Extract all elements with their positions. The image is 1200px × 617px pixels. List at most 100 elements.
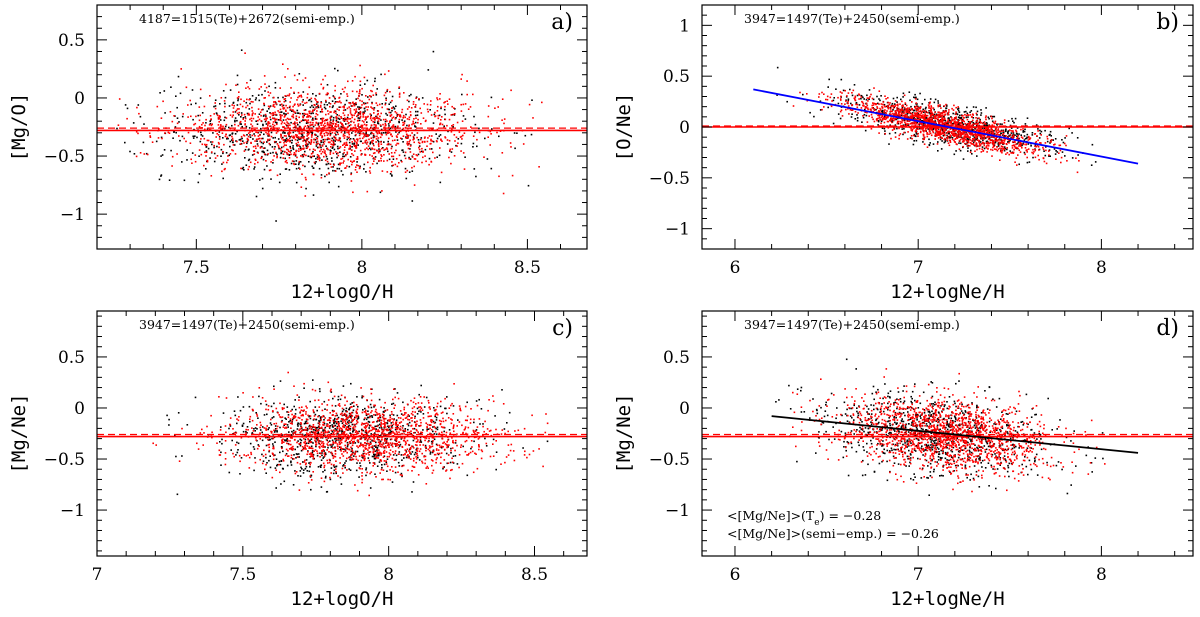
data-point bbox=[300, 120, 303, 122]
data-point bbox=[364, 119, 366, 121]
data-point bbox=[865, 102, 868, 105]
data-point bbox=[372, 152, 375, 155]
data-point bbox=[967, 120, 970, 123]
data-point bbox=[392, 124, 395, 126]
data-point bbox=[171, 165, 173, 167]
data-point bbox=[983, 137, 986, 139]
data-point bbox=[362, 102, 365, 104]
data-point bbox=[883, 127, 886, 130]
data-point bbox=[284, 161, 287, 163]
data-point bbox=[840, 78, 843, 81]
data-point bbox=[272, 121, 275, 123]
data-point bbox=[343, 143, 345, 145]
data-point bbox=[298, 131, 301, 133]
data-point bbox=[1053, 144, 1055, 146]
data-point bbox=[996, 124, 998, 126]
data-point bbox=[904, 102, 907, 104]
data-point bbox=[972, 135, 974, 137]
data-point bbox=[994, 148, 996, 150]
data-point bbox=[1028, 138, 1031, 141]
data-point bbox=[373, 128, 375, 131]
data-point bbox=[939, 133, 942, 136]
data-point bbox=[837, 102, 840, 105]
data-point bbox=[334, 140, 336, 142]
data-point bbox=[280, 133, 282, 136]
data-point bbox=[275, 132, 278, 134]
data-point bbox=[319, 134, 322, 136]
data-point bbox=[277, 138, 280, 140]
data-point bbox=[213, 113, 215, 115]
data-point bbox=[334, 128, 336, 131]
data-point bbox=[363, 163, 366, 166]
data-point bbox=[331, 100, 334, 102]
data-point bbox=[346, 93, 348, 95]
data-point bbox=[888, 132, 891, 135]
data-point bbox=[232, 139, 234, 142]
data-point bbox=[146, 153, 149, 156]
data-point bbox=[379, 191, 382, 194]
data-point bbox=[302, 164, 304, 167]
data-point bbox=[351, 90, 354, 93]
data-point bbox=[916, 109, 918, 111]
data-point bbox=[364, 140, 367, 142]
data-point bbox=[915, 105, 918, 107]
data-point bbox=[1000, 150, 1003, 152]
data-point bbox=[944, 134, 946, 137]
data-point bbox=[416, 132, 419, 134]
data-point bbox=[252, 101, 254, 103]
data-point bbox=[287, 118, 290, 121]
data-point bbox=[213, 160, 216, 163]
data-point bbox=[310, 112, 312, 115]
data-point bbox=[902, 133, 904, 136]
data-point bbox=[944, 119, 947, 122]
data-point bbox=[325, 119, 327, 121]
data-point bbox=[832, 99, 835, 102]
data-point bbox=[1008, 135, 1010, 137]
data-point bbox=[233, 104, 235, 107]
data-point bbox=[305, 154, 307, 157]
data-point bbox=[267, 121, 269, 123]
data-point bbox=[472, 146, 474, 148]
data-point bbox=[321, 145, 324, 147]
data-point bbox=[223, 111, 226, 113]
data-point bbox=[283, 98, 286, 100]
data-point bbox=[955, 118, 958, 120]
data-point bbox=[926, 119, 929, 122]
data-point bbox=[898, 120, 900, 123]
data-point bbox=[265, 160, 267, 162]
data-point bbox=[887, 120, 889, 123]
data-point bbox=[332, 116, 335, 119]
data-point bbox=[344, 144, 347, 146]
data-point bbox=[411, 170, 414, 172]
data-point bbox=[345, 128, 348, 130]
data-point bbox=[985, 132, 987, 135]
data-point bbox=[286, 148, 288, 151]
data-point bbox=[979, 120, 981, 122]
data-point bbox=[145, 152, 148, 155]
data-point bbox=[937, 116, 939, 119]
data-point bbox=[236, 140, 238, 143]
data-point bbox=[314, 162, 316, 165]
data-point bbox=[890, 113, 892, 116]
data-point bbox=[503, 122, 505, 125]
data-point bbox=[223, 119, 226, 122]
data-point bbox=[367, 145, 370, 147]
data-point bbox=[969, 136, 971, 138]
data-point bbox=[940, 133, 943, 135]
data-point bbox=[947, 122, 949, 125]
data-point bbox=[420, 137, 423, 139]
data-point bbox=[987, 130, 989, 132]
data-point bbox=[251, 113, 254, 115]
data-point bbox=[241, 167, 244, 170]
data-point bbox=[337, 139, 339, 142]
data-point bbox=[1017, 141, 1019, 144]
data-point bbox=[368, 170, 371, 172]
data-point bbox=[315, 157, 317, 160]
data-point bbox=[935, 122, 937, 125]
data-point bbox=[355, 141, 358, 144]
data-point bbox=[528, 103, 531, 106]
data-point bbox=[311, 155, 314, 158]
data-point bbox=[1027, 148, 1030, 150]
data-point bbox=[845, 96, 848, 98]
data-point bbox=[326, 173, 328, 176]
